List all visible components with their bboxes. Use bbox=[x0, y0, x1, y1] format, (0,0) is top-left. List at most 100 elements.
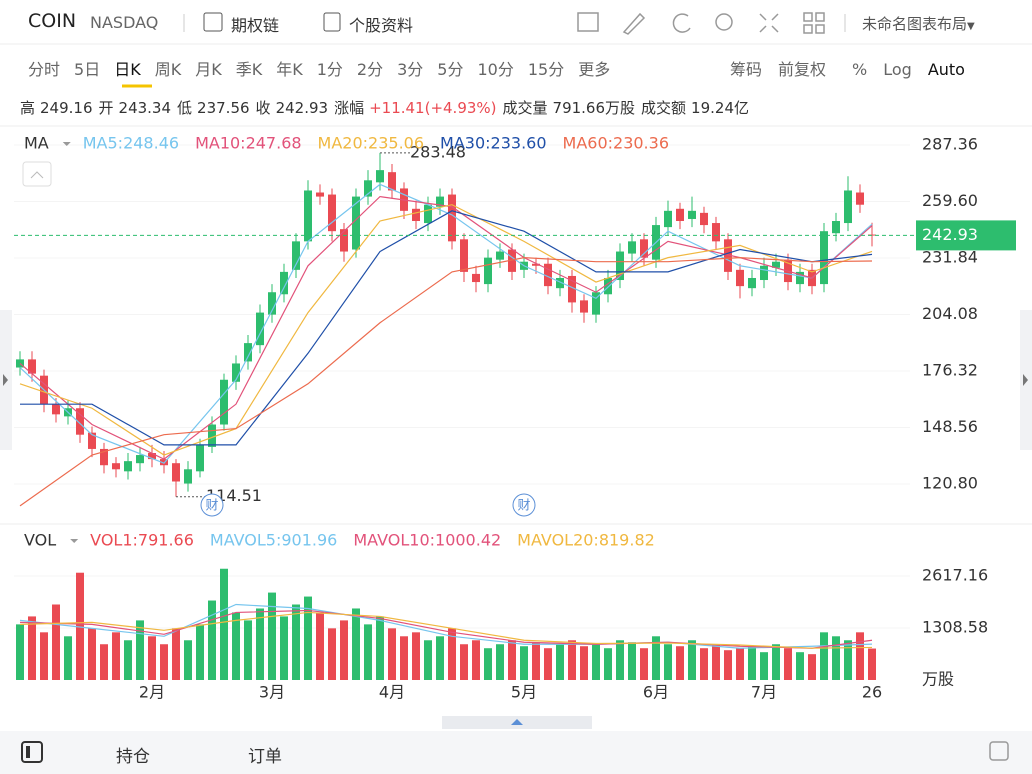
volume-bar bbox=[172, 628, 180, 680]
y-tick-label: 231.84 bbox=[922, 247, 978, 266]
icon[interactable] bbox=[759, 13, 779, 33]
expand-icon[interactable] bbox=[989, 741, 1009, 761]
volume-bar bbox=[592, 644, 600, 680]
option[interactable]: Auto bbox=[927, 60, 965, 79]
quote-label: 成交额 bbox=[641, 99, 687, 117]
event-marker bbox=[512, 493, 536, 517]
icon[interactable] bbox=[577, 12, 599, 32]
tab[interactable]: 15分 bbox=[527, 60, 565, 79]
volume-bar bbox=[400, 636, 408, 680]
volume-bar bbox=[208, 600, 216, 680]
volume-bar bbox=[40, 632, 48, 680]
layout-menu[interactable]: 未命名图表布局▼ bbox=[862, 13, 975, 34]
tab[interactable]: 3分 bbox=[397, 60, 424, 79]
candle-body bbox=[436, 196, 444, 207]
icon[interactable] bbox=[715, 13, 733, 31]
volume-bar bbox=[856, 632, 864, 680]
candle-body bbox=[508, 249, 516, 272]
candle-body bbox=[556, 277, 564, 289]
candle-body bbox=[712, 223, 720, 242]
volume-bar bbox=[28, 616, 36, 680]
quote-value: 19.24亿 bbox=[691, 99, 749, 117]
candle-body bbox=[160, 459, 168, 466]
footer-tab[interactable]: 持仓 bbox=[116, 747, 150, 767]
tab[interactable]: 日K bbox=[114, 60, 141, 79]
button[interactable]: 期权链 bbox=[231, 16, 280, 35]
volume-bar bbox=[76, 572, 84, 680]
tab[interactable]: 1分 bbox=[316, 60, 343, 79]
candle-body bbox=[700, 212, 708, 226]
volume-bar bbox=[64, 636, 72, 680]
arrow bbox=[1023, 374, 1028, 386]
volume-bar bbox=[136, 620, 144, 680]
legend-entry: MA5:248.46 bbox=[83, 134, 179, 153]
y-tick-label: 176.32 bbox=[922, 360, 978, 379]
candle-body bbox=[364, 180, 372, 197]
volume-bar bbox=[664, 644, 672, 680]
symbol: COIN bbox=[28, 10, 77, 32]
candle-body bbox=[388, 172, 396, 191]
volume-bar bbox=[832, 636, 840, 680]
volume-bar bbox=[808, 654, 816, 680]
icon[interactable] bbox=[803, 12, 825, 34]
tab[interactable]: 周K bbox=[154, 60, 182, 79]
ma-line bbox=[19, 183, 873, 464]
candle-body bbox=[832, 221, 840, 234]
volume-bar bbox=[700, 648, 708, 680]
candle-body bbox=[256, 312, 264, 346]
candle-body bbox=[724, 239, 732, 272]
volume-bar bbox=[556, 644, 564, 680]
volume-bar bbox=[196, 624, 204, 680]
candle-body bbox=[88, 432, 96, 449]
panel-icon[interactable] bbox=[21, 741, 43, 763]
tab[interactable]: 5分 bbox=[437, 60, 464, 79]
footer-bar bbox=[0, 731, 1032, 774]
tab[interactable]: 年K bbox=[276, 60, 303, 79]
legend-entry: MA10:247.68 bbox=[195, 134, 301, 153]
candle-body bbox=[124, 461, 132, 472]
option[interactable]: Log bbox=[883, 60, 912, 79]
option[interactable]: 筹码 bbox=[730, 60, 763, 79]
ma-line bbox=[19, 609, 873, 649]
tab[interactable]: 10分 bbox=[477, 60, 514, 79]
legend-entry: MA60:230.36 bbox=[563, 134, 669, 153]
candle-body bbox=[568, 275, 576, 303]
option[interactable]: 前复权 bbox=[778, 60, 827, 79]
tab[interactable]: 月K bbox=[195, 60, 222, 79]
volume-bar bbox=[256, 608, 264, 680]
collapse-button[interactable] bbox=[22, 161, 52, 187]
candle-body bbox=[28, 359, 36, 374]
caret bbox=[62, 142, 71, 146]
tab[interactable]: 季K bbox=[235, 60, 263, 79]
volume-bar bbox=[760, 652, 768, 680]
candle-body bbox=[640, 239, 648, 258]
volume-bar bbox=[244, 620, 252, 680]
candle-body bbox=[376, 170, 384, 183]
y-tick-label: 259.60 bbox=[922, 191, 978, 210]
ma-line bbox=[19, 611, 873, 649]
candle-body bbox=[280, 271, 288, 295]
volume-bar bbox=[736, 648, 744, 680]
tab[interactable]: 分时 bbox=[28, 60, 61, 79]
quote-label: 低 bbox=[177, 99, 193, 117]
legend-entry: MAVOL10:1000.42 bbox=[353, 531, 501, 550]
tab[interactable]: 更多 bbox=[578, 60, 611, 79]
quote-value: +11.41(+4.93%) bbox=[369, 99, 497, 117]
footer-tab[interactable]: 订单 bbox=[248, 747, 282, 767]
toolbar-icons[interactable] bbox=[577, 12, 825, 35]
last-price-box bbox=[916, 220, 1016, 251]
option[interactable]: % bbox=[852, 60, 868, 79]
tab[interactable]: 5日 bbox=[74, 60, 101, 79]
candle-body bbox=[136, 455, 144, 464]
button[interactable]: 个股资料 bbox=[349, 16, 414, 35]
candle-body bbox=[100, 448, 108, 466]
y-tick-label: 2617.16 bbox=[922, 566, 988, 585]
candle-body bbox=[592, 292, 600, 315]
quote-value: 249.16 bbox=[40, 99, 93, 117]
icon[interactable] bbox=[672, 13, 691, 33]
tab[interactable]: 2分 bbox=[356, 60, 384, 79]
icon[interactable] bbox=[622, 12, 646, 35]
candle-body bbox=[760, 265, 768, 281]
candle-body bbox=[268, 292, 276, 315]
volume-bar bbox=[712, 644, 720, 680]
